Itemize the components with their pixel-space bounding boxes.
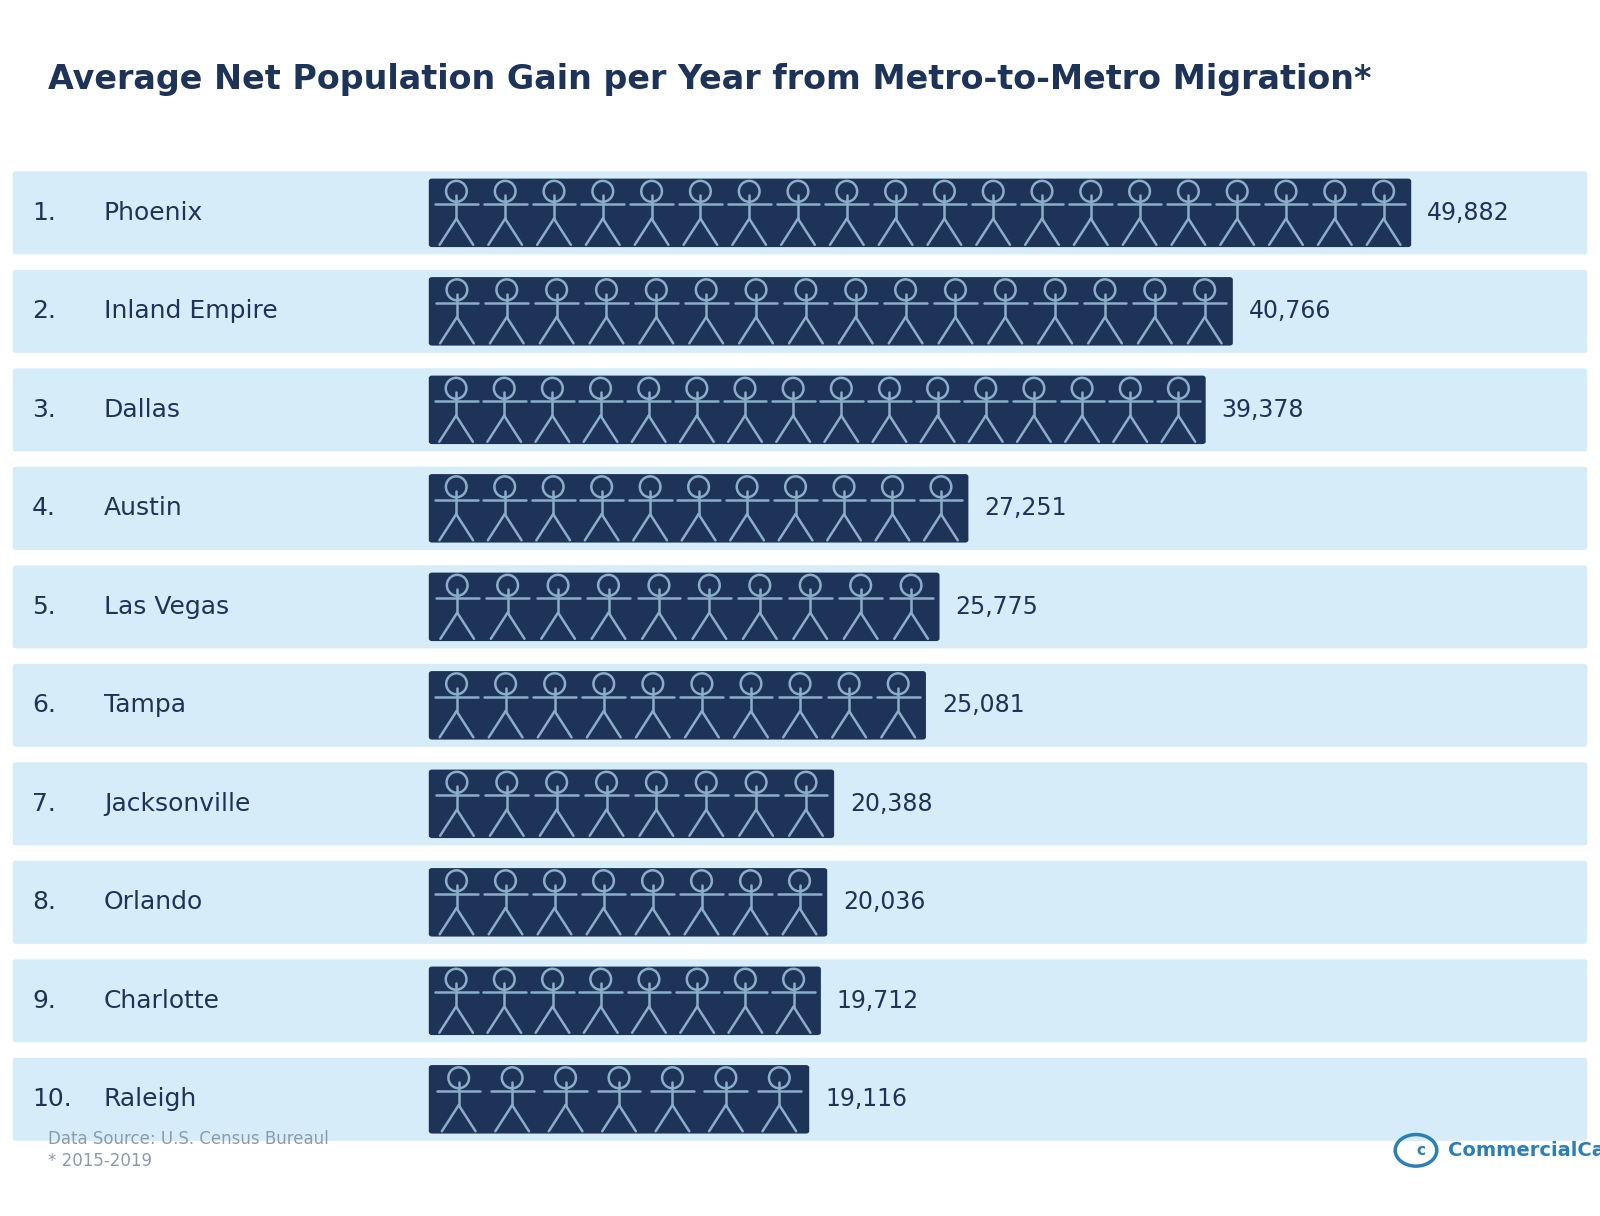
- FancyBboxPatch shape: [429, 277, 1234, 345]
- Text: 9.: 9.: [32, 989, 56, 1013]
- FancyBboxPatch shape: [13, 1058, 1587, 1141]
- Text: CommercialCafe®: CommercialCafe®: [1448, 1141, 1600, 1160]
- Text: 5.: 5.: [32, 595, 56, 619]
- FancyBboxPatch shape: [429, 770, 834, 838]
- Text: 39,378: 39,378: [1222, 398, 1304, 422]
- Text: 19,116: 19,116: [826, 1087, 907, 1111]
- Text: 25,081: 25,081: [942, 693, 1024, 717]
- FancyBboxPatch shape: [13, 270, 1587, 353]
- Text: * 2015-2019: * 2015-2019: [48, 1153, 152, 1170]
- FancyBboxPatch shape: [13, 467, 1587, 550]
- Text: 49,882: 49,882: [1427, 201, 1510, 225]
- FancyBboxPatch shape: [429, 868, 827, 936]
- Text: Tampa: Tampa: [104, 693, 186, 717]
- FancyBboxPatch shape: [13, 959, 1587, 1042]
- Text: 40,766: 40,766: [1250, 299, 1331, 323]
- Text: 10.: 10.: [32, 1087, 72, 1111]
- Text: 25,775: 25,775: [955, 595, 1038, 619]
- Text: 8.: 8.: [32, 890, 56, 914]
- Text: Las Vegas: Las Vegas: [104, 595, 229, 619]
- FancyBboxPatch shape: [429, 376, 1206, 444]
- Text: 27,251: 27,251: [984, 496, 1067, 520]
- FancyBboxPatch shape: [429, 671, 926, 739]
- Text: Inland Empire: Inland Empire: [104, 299, 278, 323]
- FancyBboxPatch shape: [429, 179, 1411, 247]
- FancyBboxPatch shape: [429, 1065, 810, 1133]
- FancyBboxPatch shape: [13, 762, 1587, 845]
- Text: 6.: 6.: [32, 693, 56, 717]
- Text: Raleigh: Raleigh: [104, 1087, 197, 1111]
- Text: Dallas: Dallas: [104, 398, 181, 422]
- Text: Charlotte: Charlotte: [104, 989, 221, 1013]
- Text: 2.: 2.: [32, 299, 56, 323]
- Text: Jacksonville: Jacksonville: [104, 792, 250, 816]
- Text: Orlando: Orlando: [104, 890, 203, 914]
- FancyBboxPatch shape: [13, 368, 1587, 451]
- Text: Phoenix: Phoenix: [104, 201, 203, 225]
- Text: 20,036: 20,036: [843, 890, 926, 914]
- Text: Data Source: U.S. Census Bureaul: Data Source: U.S. Census Bureaul: [48, 1131, 328, 1148]
- FancyBboxPatch shape: [429, 967, 821, 1035]
- Text: Average Net Population Gain per Year from Metro-to-Metro Migration*: Average Net Population Gain per Year fro…: [48, 62, 1371, 96]
- FancyBboxPatch shape: [13, 861, 1587, 944]
- FancyBboxPatch shape: [429, 573, 939, 641]
- Text: 19,712: 19,712: [837, 989, 918, 1013]
- FancyBboxPatch shape: [13, 171, 1587, 254]
- Text: c: c: [1416, 1143, 1426, 1158]
- FancyBboxPatch shape: [429, 474, 968, 542]
- Text: 3.: 3.: [32, 398, 56, 422]
- Text: 4.: 4.: [32, 496, 56, 520]
- Text: 20,388: 20,388: [850, 792, 933, 816]
- Text: Austin: Austin: [104, 496, 182, 520]
- Text: 7.: 7.: [32, 792, 56, 816]
- FancyBboxPatch shape: [13, 664, 1587, 747]
- Text: 1.: 1.: [32, 201, 56, 225]
- FancyBboxPatch shape: [13, 565, 1587, 648]
